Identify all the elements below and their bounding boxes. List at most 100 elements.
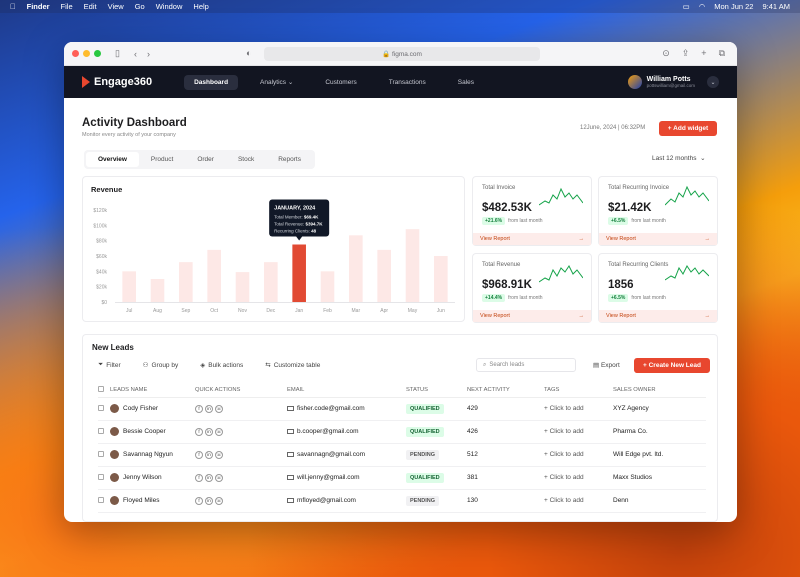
menubar-time[interactable]: 9:41 AM <box>762 2 790 11</box>
menu-edit[interactable]: Edit <box>78 2 97 11</box>
view-report-link[interactable]: View Report → <box>473 233 591 245</box>
lead-email[interactable]: mfloyed@gmail.com <box>297 497 356 504</box>
tab-order[interactable]: Order <box>197 156 214 163</box>
table-row[interactable]: Jenny Wilson f in ☏ will.jenny@gmail.com Q… <box>98 466 706 490</box>
table-row[interactable]: Savannag Ngyun f in ☏ savannagn@gmail.com … <box>98 443 706 467</box>
back-icon[interactable]: ‹ <box>133 48 137 59</box>
nav-analytics[interactable]: Analytics ⌄ <box>250 74 303 90</box>
lead-email[interactable]: savannagn@gmail.com <box>297 451 366 458</box>
facebook-icon[interactable]: f <box>195 450 203 459</box>
tab-stock[interactable]: Stock <box>237 156 255 163</box>
lead-email[interactable]: b.cooper@gmail.com <box>297 428 359 435</box>
nav-dashboard[interactable]: Dashboard <box>184 74 239 90</box>
lead-name-cell[interactable]: Bessie Cooper <box>110 427 195 436</box>
lead-name-cell[interactable]: Floyed Miles <box>110 496 195 505</box>
user-menu[interactable]: William Potts pottswilliam@gmail.com ⌄ <box>627 75 719 89</box>
zoom-window-button[interactable] <box>94 50 101 57</box>
table-row[interactable]: Floyed Miles f in ☏ mfloyed@gmail.com PEND… <box>98 489 706 513</box>
phone-icon[interactable]: ☏ <box>215 473 223 482</box>
facebook-icon[interactable]: f <box>195 496 203 505</box>
facebook-icon[interactable]: f <box>195 473 203 482</box>
lead-name-cell[interactable]: Cody Fisher <box>110 404 195 413</box>
bar-jul[interactable] <box>122 271 136 302</box>
nav-customers[interactable]: Customers <box>325 78 357 86</box>
brand-logo[interactable]: Engage360 <box>82 76 152 88</box>
nav-transactions[interactable]: Transactions <box>388 78 426 86</box>
col-email[interactable]: EMAIL <box>287 383 406 398</box>
bar-jun[interactable] <box>434 256 448 302</box>
bar-jan[interactable] <box>292 244 306 303</box>
minimize-window-button[interactable] <box>83 50 90 57</box>
lead-name-cell[interactable]: Jenny Wilson <box>110 473 195 482</box>
nav-sales[interactable]: Sales <box>457 78 474 86</box>
lead-email[interactable]: will.jenny@gmail.com <box>297 474 360 481</box>
linkedin-icon[interactable]: in <box>205 496 213 505</box>
row-checkbox[interactable] <box>98 473 104 480</box>
search-leads-input[interactable]: ⌕ Search leads <box>476 358 576 372</box>
col-next-activity[interactable]: NEXT ACTIVITY <box>467 383 544 398</box>
download-icon[interactable]: ⊙ <box>662 48 670 58</box>
col-tags[interactable]: TAGS <box>544 383 613 398</box>
add-widget-button[interactable]: + Add widget <box>659 121 717 136</box>
table-row[interactable]: Cody Fisher f in ☏ fisher.code@gmail.com Q… <box>98 397 706 421</box>
view-report-link[interactable]: View Report → <box>599 310 717 322</box>
row-checkbox[interactable] <box>98 450 104 457</box>
battery-icon[interactable]: ▭ <box>682 2 690 11</box>
col-sales-owner[interactable]: SALES OWNER <box>613 383 706 398</box>
export-button[interactable]: ▤ Export <box>593 361 620 369</box>
menu-view[interactable]: View <box>101 2 124 11</box>
share-icon[interactable]: ⇪ <box>681 48 690 58</box>
bar-apr[interactable] <box>377 249 391 302</box>
phone-icon[interactable]: ☏ <box>215 496 223 505</box>
sidebar-icon[interactable]: ▯ <box>115 48 120 58</box>
linkedin-icon[interactable]: in <box>205 404 213 413</box>
menu-go[interactable]: Go <box>129 2 145 11</box>
row-checkbox[interactable] <box>98 404 104 411</box>
row-checkbox[interactable] <box>98 427 104 434</box>
col-quick-actions[interactable]: QUICK ACTIONS <box>195 383 287 398</box>
lead-name-cell[interactable]: Savannag Ngyun <box>110 450 195 459</box>
bar-dec[interactable] <box>264 262 278 302</box>
tabs-overview-icon[interactable]: ⧉ <box>718 48 725 58</box>
create-new-lead-button[interactable]: + Create New Lead <box>634 358 710 373</box>
menu-help[interactable]: Help <box>187 2 208 11</box>
add-tag-button[interactable]: + Click to add <box>544 466 613 490</box>
bar-oct[interactable] <box>207 249 221 302</box>
forward-icon[interactable]: › <box>146 48 150 59</box>
lead-email[interactable]: fisher.code@gmail.com <box>297 405 365 412</box>
select-all-checkbox[interactable] <box>98 385 104 392</box>
view-report-link[interactable]: View Report → <box>599 233 717 245</box>
wifi-icon[interactable]: ◠ <box>698 2 706 11</box>
menubar-date[interactable]: Mon Jun 22 <box>714 2 754 11</box>
linkedin-icon[interactable]: in <box>205 473 213 482</box>
apple-icon[interactable]:  <box>10 2 16 11</box>
add-tag-button[interactable]: + Click to add <box>544 489 613 513</box>
linkedin-icon[interactable]: in <box>205 450 213 459</box>
view-report-link[interactable]: View Report → <box>473 310 591 322</box>
bar-sep[interactable] <box>179 262 193 302</box>
filter-button[interactable]: ⏷ Filter <box>98 361 121 369</box>
bar-aug[interactable] <box>150 279 165 302</box>
add-tag-button[interactable]: + Click to add <box>544 443 613 467</box>
bar-mar[interactable] <box>349 235 363 302</box>
table-row[interactable]: Bessie Cooper f in ☏ b.cooper@gmail.com QU… <box>98 420 706 444</box>
tab-overview[interactable]: Overview <box>86 152 139 167</box>
facebook-icon[interactable]: f <box>195 427 203 436</box>
user-menu-chevron-icon[interactable]: ⌄ <box>707 76 719 88</box>
new-tab-icon[interactable]: + <box>701 48 707 58</box>
col-leads-name[interactable]: LEADS NAME <box>110 383 195 398</box>
period-select[interactable]: Last 12 months ⌄ <box>652 154 706 162</box>
col-status[interactable]: STATUS <box>406 383 467 398</box>
menu-finder[interactable]: Finder <box>21 2 50 11</box>
close-window-button[interactable] <box>72 50 79 57</box>
menu-file[interactable]: File <box>54 2 73 11</box>
bar-nov[interactable] <box>235 272 250 302</box>
customize-table-button[interactable]: ⇆ Customize table <box>265 361 320 370</box>
group-by-button[interactable]: ⚇ Group by <box>143 361 179 370</box>
bar-feb[interactable] <box>320 271 335 302</box>
phone-icon[interactable]: ☏ <box>215 404 223 413</box>
phone-icon[interactable]: ☏ <box>215 427 223 436</box>
bar-may[interactable] <box>405 229 420 302</box>
row-checkbox[interactable] <box>98 496 104 503</box>
menu-window[interactable]: Window <box>150 2 183 11</box>
